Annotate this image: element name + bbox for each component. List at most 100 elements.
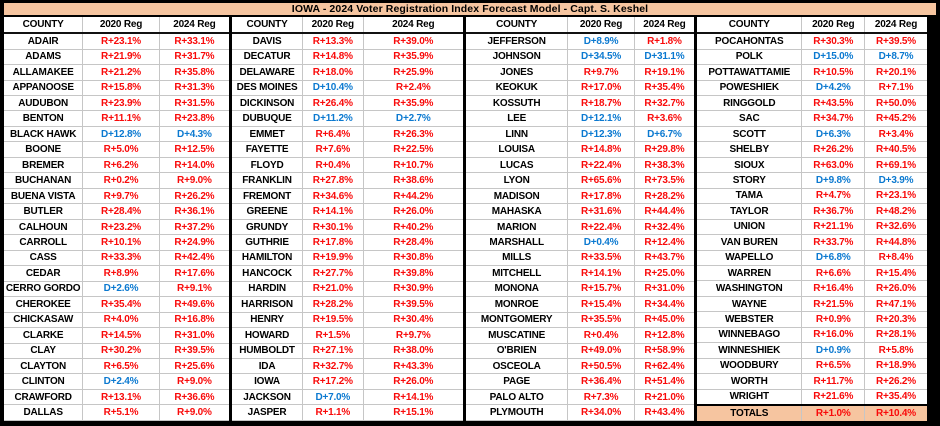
county-cell: WINNEBAGO — [695, 327, 803, 344]
table-row: JACKSON D+7.0% R+14.1% — [230, 389, 463, 406]
table-row: POLK D+15.0% D+8.7% — [695, 49, 927, 66]
table-row: MARION R+22.4% R+32.4% — [464, 219, 694, 236]
reg-value-cell: D+9.8% — [801, 172, 865, 189]
table-row: STORY D+9.8% D+3.9% — [695, 172, 927, 189]
table-row: GREENE R+14.1% R+26.0% — [230, 203, 463, 220]
reg-value-cell: R+32.4% — [634, 219, 694, 236]
county-cell: MONTGOMERY — [464, 312, 569, 329]
county-cell: CLINTON — [4, 373, 84, 390]
table-row: BUENA VISTA R+9.7% R+26.2% — [4, 188, 229, 205]
reg-value-cell: R+1.1% — [302, 404, 364, 421]
table-row: MADISON R+17.8% R+28.2% — [464, 188, 694, 205]
reg-value-cell: R+0.4% — [302, 157, 364, 174]
reg-value-cell: R+19.5% — [302, 312, 364, 329]
reg-value-cell: R+14.8% — [567, 141, 635, 158]
table-row: FREMONT R+34.6% R+44.2% — [230, 188, 463, 205]
table-row: LUCAS R+22.4% R+38.3% — [464, 157, 694, 174]
reg-value-cell: R+25.9% — [363, 64, 463, 81]
header-row: COUNTY 2020 Reg 2024 Reg — [4, 17, 229, 34]
header-row: COUNTY 2020 Reg 2024 Reg — [230, 17, 463, 34]
county-cell: MARION — [464, 219, 569, 236]
reg-value-cell: R+5.0% — [82, 141, 160, 158]
reg-value-cell: R+15.1% — [363, 404, 463, 421]
county-cell: JONES — [464, 64, 569, 81]
reg-value-cell: R+31.6% — [567, 203, 635, 220]
table-row: DELAWARE R+18.0% R+25.9% — [230, 64, 463, 81]
reg-value-cell: R+6.2% — [82, 157, 160, 174]
county-cell: LOUISA — [464, 141, 569, 158]
reg-value-cell: D+0.4% — [567, 234, 635, 251]
table-row: IDA R+32.7% R+43.3% — [230, 358, 463, 375]
reg-value-cell: D+3.9% — [864, 172, 927, 189]
county-cell: MILLS — [464, 250, 569, 267]
reg-value-cell: R+32.6% — [864, 219, 927, 236]
table-row: KOSSUTH R+18.7% R+32.7% — [464, 95, 694, 112]
reg-value-cell: R+7.1% — [864, 80, 927, 96]
reg-value-cell: R+51.4% — [634, 373, 694, 390]
reg-value-cell: R+39.8% — [363, 265, 463, 282]
table-row: OSCEOLA R+50.5% R+62.4% — [464, 358, 694, 375]
reg-value-cell: R+35.5% — [567, 312, 635, 329]
county-cell: CLARKE — [4, 327, 84, 344]
reg-value-cell: R+44.8% — [864, 234, 927, 251]
reg-value-cell: R+9.0% — [159, 404, 229, 421]
county-cell: SCOTT — [695, 126, 803, 143]
table-row: JONES R+9.7% R+19.1% — [464, 64, 694, 81]
county-cell: PAGE — [464, 373, 569, 390]
reg-value-cell: R+38.3% — [634, 157, 694, 174]
reg-value-cell: R+69.1% — [864, 157, 927, 174]
reg-value-cell: R+62.4% — [634, 358, 694, 375]
table-row: CHICKASAW R+4.0% R+16.8% — [4, 312, 229, 329]
reg-value-cell: R+14.1% — [363, 389, 463, 406]
reg-value-cell: R+50.0% — [864, 95, 927, 112]
reg-value-cell: R+21.0% — [634, 389, 694, 406]
table-row: FAYETTE R+7.6% R+22.5% — [230, 141, 463, 158]
reg-value-cell: R+17.6% — [159, 265, 229, 282]
reg-value-cell: R+28.4% — [363, 234, 463, 251]
reg-value-cell: R+24.9% — [159, 234, 229, 251]
reg-value-cell: R+15.7% — [567, 281, 635, 298]
reg-value-cell: R+26.3% — [363, 126, 463, 143]
reg-value-cell: R+12.8% — [634, 327, 694, 344]
reg-value-cell: D+6.7% — [634, 126, 694, 143]
table-row: BENTON R+11.1% R+23.8% — [4, 110, 229, 127]
reg-value-cell: R+9.7% — [567, 64, 635, 81]
column-header-2024-reg: 2024 Reg — [363, 17, 463, 34]
county-cell: MARSHALL — [464, 234, 569, 251]
reg-value-cell: R+27.1% — [302, 343, 364, 359]
reg-value-cell: R+21.0% — [302, 281, 364, 298]
table-row: JASPER R+1.1% R+15.1% — [230, 404, 463, 421]
table-row: DAVIS R+13.3% R+39.0% — [230, 33, 463, 50]
county-cell: DECATUR — [230, 49, 304, 66]
county-cell: WEBSTER — [695, 311, 803, 328]
table-row: O'BRIEN R+49.0% R+58.9% — [464, 343, 694, 359]
reg-value-cell: R+3.4% — [864, 126, 927, 143]
totals-label-cell: TOTALS — [695, 404, 803, 421]
reg-value-cell: R+35.9% — [363, 95, 463, 112]
reg-value-cell: D+4.2% — [801, 80, 865, 96]
reg-value-cell: R+63.0% — [801, 157, 865, 174]
reg-value-cell: R+9.7% — [82, 188, 160, 205]
county-cell: WRIGHT — [695, 389, 803, 406]
county-cell: POTTAWATTAMIE — [695, 64, 803, 81]
county-cell: GRUNDY — [230, 219, 304, 236]
reg-value-cell: R+42.4% — [159, 250, 229, 267]
county-cell: KOSSUTH — [464, 95, 569, 112]
reg-value-cell: R+0.2% — [82, 172, 160, 189]
county-cell: STORY — [695, 172, 803, 189]
table-row: WRIGHT R+21.6% R+35.4% — [695, 389, 927, 406]
reg-value-cell: R+37.2% — [159, 219, 229, 236]
reg-value-cell: R+19.1% — [634, 64, 694, 81]
reg-value-cell: R+15.4% — [864, 265, 927, 282]
county-cell: BOONE — [4, 141, 84, 158]
table-row: PAGE R+36.4% R+51.4% — [464, 373, 694, 390]
table-row: MONROE R+15.4% R+34.4% — [464, 296, 694, 313]
reg-value-cell: R+0.4% — [567, 327, 635, 344]
reg-value-cell: R+26.4% — [302, 95, 364, 112]
reg-value-cell: D+12.8% — [82, 126, 160, 143]
table-row: WORTH R+11.7% R+26.2% — [695, 373, 927, 390]
reg-value-cell: D+31.1% — [634, 49, 694, 66]
county-cell: JOHNSON — [464, 49, 569, 66]
county-cell: EMMET — [230, 126, 304, 143]
table-row: GUTHRIE R+17.8% R+28.4% — [230, 234, 463, 251]
